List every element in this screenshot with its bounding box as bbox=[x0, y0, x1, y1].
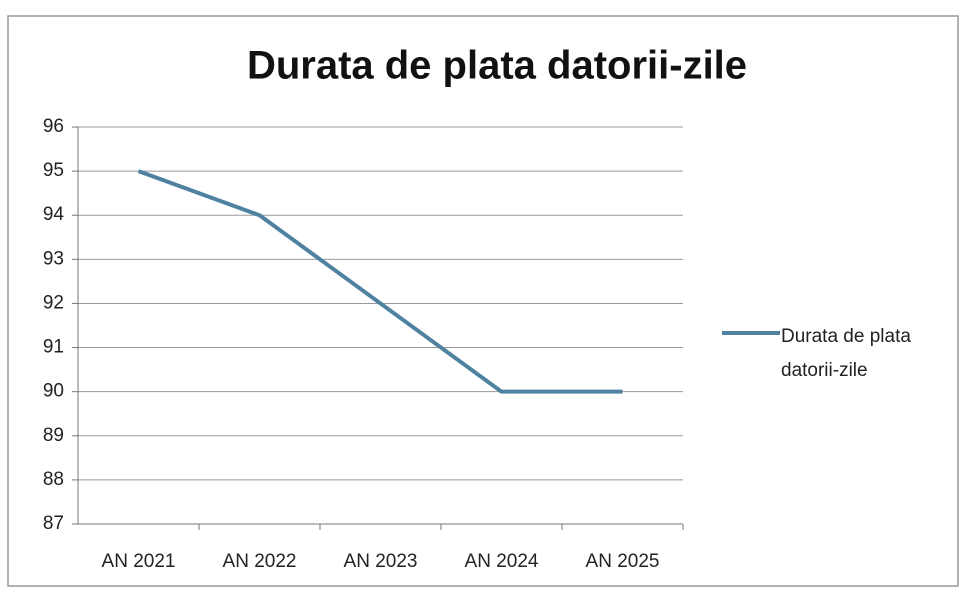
x-tick-label: AN 2021 bbox=[102, 551, 176, 572]
x-tick-label: AN 2022 bbox=[223, 551, 297, 572]
y-tick-label: 89 bbox=[43, 425, 64, 446]
y-tick-label: 93 bbox=[43, 248, 64, 269]
y-tick-label: 96 bbox=[43, 116, 64, 137]
y-tick-label: 87 bbox=[43, 513, 64, 534]
y-tick-label: 91 bbox=[43, 337, 64, 358]
y-tick-label: 95 bbox=[43, 160, 64, 181]
x-tick-label: AN 2024 bbox=[465, 551, 539, 572]
y-tick-label: 92 bbox=[43, 292, 64, 313]
y-tick-label: 88 bbox=[43, 469, 64, 490]
legend-label: Durata de plata datorii-zile bbox=[781, 326, 911, 381]
data-line bbox=[137, 169, 623, 394]
x-tick-label: AN 2025 bbox=[586, 551, 660, 572]
chart-frame bbox=[7, 15, 959, 587]
y-tick-label: 94 bbox=[43, 204, 65, 225]
chart-title: Durata de plata datorii-zile bbox=[247, 44, 747, 88]
y-tick-label: 90 bbox=[43, 381, 64, 402]
x-tick-label: AN 2023 bbox=[344, 551, 418, 572]
